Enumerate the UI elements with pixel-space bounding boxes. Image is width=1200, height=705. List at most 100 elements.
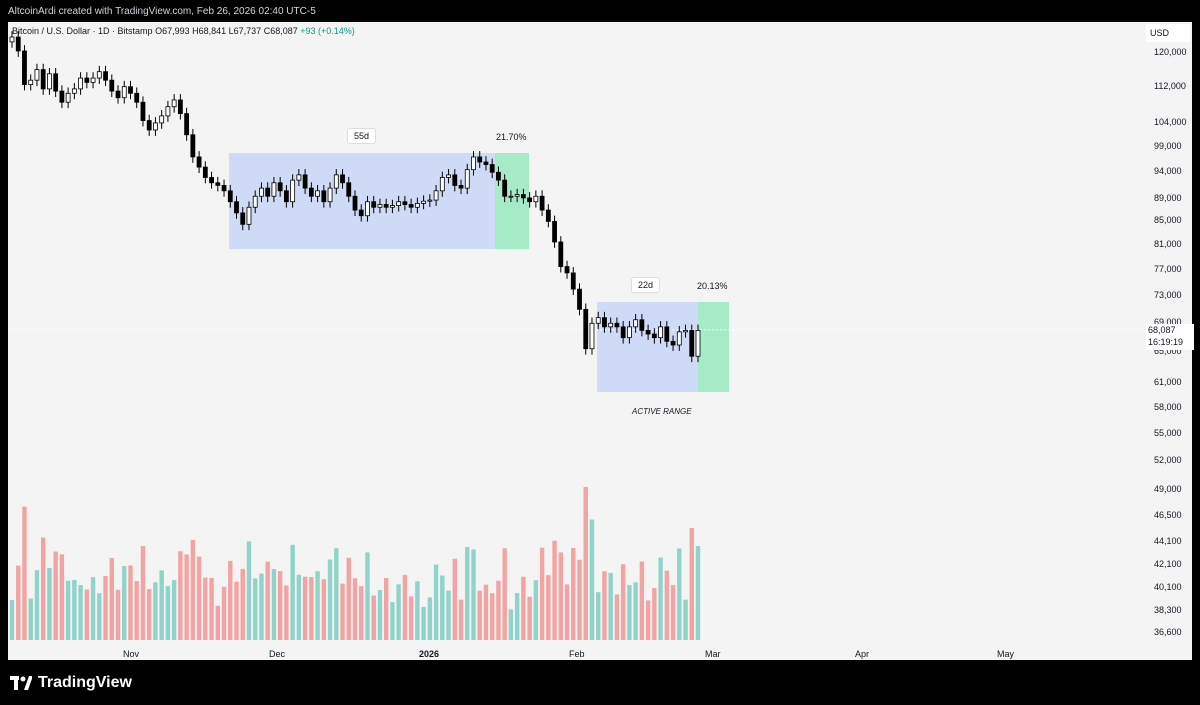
volume-bar bbox=[521, 576, 526, 640]
candle-body bbox=[333, 174, 339, 189]
volume-bar bbox=[577, 559, 582, 640]
volume-bar bbox=[78, 585, 83, 640]
low-value: L67,737 bbox=[228, 26, 262, 36]
candle-body bbox=[602, 317, 607, 328]
candle-body bbox=[340, 174, 345, 184]
volume-bar bbox=[134, 581, 139, 640]
price-tick-label: 99,000 bbox=[1154, 140, 1182, 151]
candle-body bbox=[458, 185, 464, 189]
volume-bar bbox=[84, 589, 90, 640]
volume-bar bbox=[246, 541, 252, 640]
candle-body bbox=[327, 187, 333, 203]
candle-body bbox=[159, 115, 165, 124]
candle-body bbox=[570, 272, 576, 290]
volume-bar bbox=[546, 575, 551, 640]
candle-body bbox=[552, 221, 557, 243]
price-tick-label: 120,000 bbox=[1154, 47, 1187, 57]
countdown-value: 16:19:19 bbox=[1148, 337, 1184, 347]
candle-body bbox=[471, 156, 476, 171]
volume-bar bbox=[359, 586, 364, 640]
volume-bar bbox=[502, 548, 507, 640]
currency-button[interactable]: USD bbox=[1146, 24, 1190, 42]
volume-bar bbox=[571, 547, 576, 640]
volume-bar bbox=[259, 573, 264, 640]
volume-bar bbox=[34, 570, 40, 640]
price-tick-label: 104,000 bbox=[1154, 116, 1187, 127]
candle-body bbox=[15, 36, 21, 52]
candle-body bbox=[34, 69, 40, 81]
candle-body bbox=[614, 322, 620, 328]
volume-bar bbox=[59, 554, 65, 640]
chart-frame[interactable]: Bitcoin / U.S. Dollar · 1D · Bitstamp O6… bbox=[8, 22, 1194, 660]
candle-body bbox=[109, 79, 115, 92]
volume-bar bbox=[253, 578, 258, 640]
candle-body bbox=[22, 50, 27, 85]
volume-bar bbox=[352, 578, 358, 640]
tradingview-logo[interactable]: TradingView bbox=[10, 674, 132, 692]
candle-body bbox=[308, 187, 314, 197]
volume-bar bbox=[614, 594, 620, 640]
volume-bar bbox=[47, 567, 52, 640]
volume-bar bbox=[496, 580, 501, 640]
volume-bar bbox=[103, 575, 108, 640]
volume-bar bbox=[277, 571, 283, 640]
candle-body bbox=[595, 317, 601, 324]
price-tick-label: 55,000 bbox=[1154, 428, 1182, 439]
volume-bar bbox=[371, 595, 376, 640]
volume-bar bbox=[128, 565, 133, 640]
candle-body bbox=[620, 326, 626, 339]
chart-canvas[interactable] bbox=[8, 22, 1192, 660]
volume-bar bbox=[608, 572, 613, 640]
candle-body bbox=[40, 69, 46, 90]
volume-bar bbox=[377, 590, 383, 640]
candle-body bbox=[277, 182, 283, 192]
candle-body bbox=[202, 166, 208, 178]
volume-bar bbox=[552, 540, 557, 640]
price-axis[interactable]: 120,000 112,000 104,000 99,000 94,000 89,000 8… bbox=[1142, 22, 1192, 642]
volume-bar bbox=[346, 557, 351, 640]
footer: TradingView bbox=[0, 660, 1200, 705]
candle-body bbox=[520, 194, 526, 199]
candle-body bbox=[140, 101, 146, 121]
volume-bar bbox=[514, 593, 520, 640]
volume-bar bbox=[97, 593, 102, 640]
candle-body bbox=[377, 204, 383, 208]
volume-bar bbox=[508, 609, 514, 640]
volume-bar bbox=[178, 551, 183, 640]
candle-body bbox=[265, 187, 271, 197]
volume-bar bbox=[583, 487, 588, 640]
price-tick-label: 52,000 bbox=[1154, 455, 1182, 466]
candle-body bbox=[489, 164, 495, 173]
price-tick-label: 89,000 bbox=[1154, 192, 1182, 203]
volume-bar bbox=[383, 577, 389, 640]
volume-bar bbox=[471, 549, 476, 640]
candle-body bbox=[296, 174, 302, 181]
price-tick-label: 42,100 bbox=[1154, 558, 1182, 569]
time-tick-label: 2026 bbox=[419, 649, 440, 659]
candle-body bbox=[153, 122, 158, 131]
candle-body bbox=[439, 177, 445, 192]
volume-bar bbox=[65, 580, 71, 640]
range2-pct-label: 20.13% bbox=[697, 281, 728, 291]
price-tick-label: 81,000 bbox=[1154, 238, 1182, 249]
candle-body bbox=[246, 206, 252, 225]
brand-label: TradingView bbox=[38, 674, 132, 691]
volume-bar bbox=[340, 583, 345, 640]
volume-bar bbox=[16, 565, 21, 640]
volume-bar bbox=[564, 584, 570, 640]
candle-body bbox=[514, 194, 520, 197]
volume-bar bbox=[695, 546, 701, 640]
candle-body bbox=[464, 169, 470, 189]
candle-body bbox=[627, 326, 632, 339]
volume-bar bbox=[458, 599, 464, 640]
candle-body bbox=[408, 204, 414, 208]
volume-bar bbox=[483, 584, 489, 640]
candle-body bbox=[78, 77, 83, 90]
candle-body bbox=[427, 199, 433, 202]
volume-bar bbox=[558, 552, 563, 640]
candle-body bbox=[240, 212, 246, 225]
volume-bar bbox=[190, 539, 196, 640]
last-price-value: 68,087 bbox=[1148, 325, 1176, 335]
volume-bar bbox=[427, 597, 433, 640]
candle-body bbox=[96, 71, 102, 79]
